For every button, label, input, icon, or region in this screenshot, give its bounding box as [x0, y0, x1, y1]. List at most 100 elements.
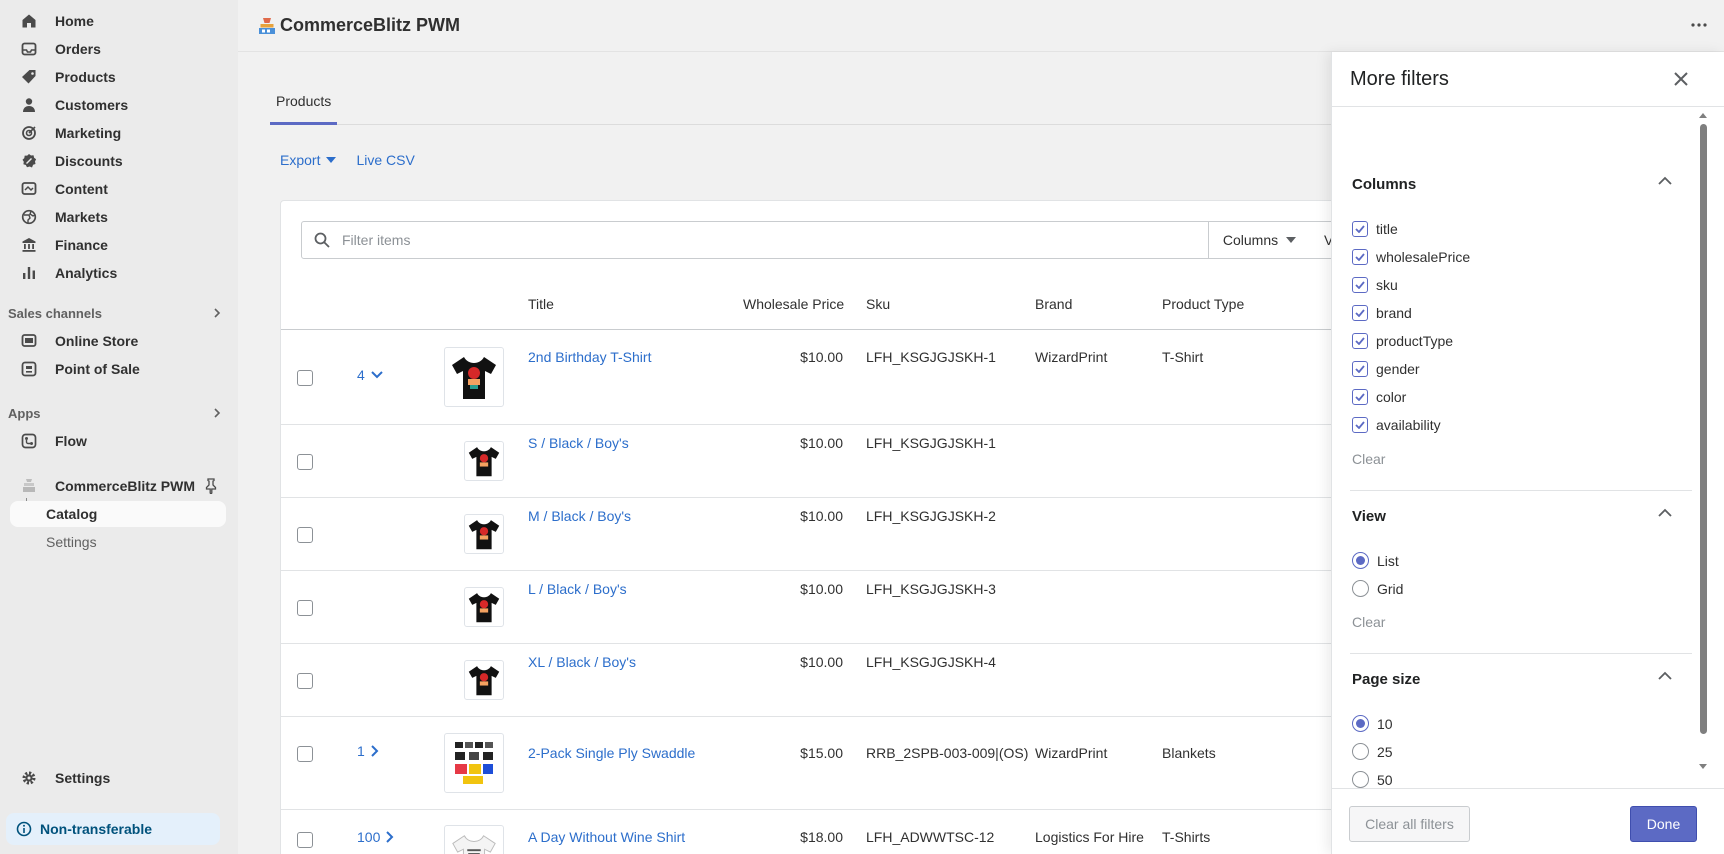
- variant-title-link[interactable]: L / Black / Boy's: [528, 581, 627, 597]
- checkbox-checked[interactable]: [1352, 333, 1368, 349]
- sidebar-item-settings[interactable]: Settings: [10, 765, 226, 791]
- checkbox-checked[interactable]: [1352, 389, 1368, 405]
- table-row[interactable]: S / Black / Boy's $10.00 LFH_KSGJGJSKH-1: [281, 425, 1581, 498]
- checkbox-checked[interactable]: [1352, 221, 1368, 237]
- column-option-wholesale-price[interactable]: wholesalePrice: [1352, 249, 1470, 265]
- sidebar-item-products[interactable]: Products: [10, 64, 226, 90]
- table-row[interactable]: 100 A Day Without Wine Shirt $18.00 LFH_…: [281, 810, 1581, 854]
- checkbox-checked[interactable]: [1352, 277, 1368, 293]
- sidebar-item-marketing[interactable]: Marketing: [10, 120, 226, 146]
- clear-all-filters-button[interactable]: Clear all filters: [1349, 806, 1470, 842]
- row-checkbox[interactable]: [297, 832, 313, 848]
- sidebar-item-markets[interactable]: Markets: [10, 204, 226, 230]
- column-header-price[interactable]: Wholesale Price: [743, 296, 845, 312]
- sidebar-item-online-store[interactable]: Online Store: [10, 328, 226, 354]
- sidebar-item-point-of-sale[interactable]: Point of Sale: [10, 356, 226, 382]
- product-title-link[interactable]: 2-Pack Single Ply Swaddle: [528, 745, 696, 761]
- variant-title-link[interactable]: M / Black / Boy's: [528, 508, 632, 524]
- variant-count-toggle[interactable]: 100: [357, 829, 394, 845]
- row-checkbox[interactable]: [297, 370, 313, 386]
- column-header-type[interactable]: Product Type: [1162, 296, 1245, 312]
- column-option-availability[interactable]: availability: [1352, 417, 1441, 433]
- checkbox-checked[interactable]: [1352, 361, 1368, 377]
- product-thumbnail[interactable]: [444, 825, 504, 854]
- chevron-up-icon[interactable]: [1658, 176, 1672, 186]
- row-checkbox[interactable]: [297, 746, 313, 762]
- variant-thumbnail[interactable]: [464, 587, 504, 627]
- row-checkbox[interactable]: [297, 454, 313, 470]
- column-option-color[interactable]: color: [1352, 389, 1406, 405]
- product-thumbnail[interactable]: [444, 733, 504, 793]
- search-input[interactable]: [342, 232, 1202, 248]
- variant-thumbnail[interactable]: [464, 514, 504, 554]
- sidebar-item-home[interactable]: Home: [10, 8, 226, 34]
- radio-selected[interactable]: [1352, 552, 1369, 569]
- radio-selected[interactable]: [1352, 715, 1369, 732]
- variant-title-link[interactable]: XL / Black / Boy's: [528, 654, 636, 670]
- product-title-link[interactable]: A Day Without Wine Shirt: [528, 829, 686, 845]
- column-header-sku[interactable]: Sku: [866, 296, 891, 312]
- row-checkbox[interactable]: [297, 673, 313, 689]
- chevron-up-icon[interactable]: [1658, 508, 1672, 518]
- view-option-grid[interactable]: Grid: [1352, 580, 1403, 597]
- view-clear-link[interactable]: Clear: [1352, 614, 1386, 630]
- radio[interactable]: [1352, 743, 1369, 760]
- variant-count-toggle[interactable]: 1: [357, 743, 379, 759]
- panel-scrollbar[interactable]: [1696, 108, 1710, 774]
- sales-channels-header[interactable]: Sales channels: [8, 302, 226, 324]
- scrollbar-thumb[interactable]: [1700, 124, 1707, 734]
- sidebar-item-analytics[interactable]: Analytics: [10, 260, 226, 286]
- view-group-title[interactable]: View: [1352, 508, 1386, 525]
- variant-thumbnail[interactable]: [464, 660, 504, 700]
- pin-icon[interactable]: [204, 478, 218, 494]
- column-header-brand[interactable]: Brand: [1035, 296, 1073, 312]
- checkbox-checked[interactable]: [1352, 305, 1368, 321]
- table-row[interactable]: M / Black / Boy's $10.00 LFH_KSGJGJSKH-2: [281, 498, 1581, 571]
- table-row[interactable]: 4 2nd Birthday T-Shirt $10.00 LFH_KSGJGJ…: [281, 330, 1581, 425]
- column-header-title[interactable]: Title: [528, 296, 554, 312]
- radio[interactable]: [1352, 771, 1369, 788]
- table-row[interactable]: L / Black / Boy's $10.00 LFH_KSGJGJSKH-3: [281, 571, 1581, 644]
- product-thumbnail[interactable]: [444, 347, 504, 407]
- sidebar-item-content[interactable]: Content: [10, 176, 226, 202]
- view-option-list[interactable]: List: [1352, 552, 1399, 569]
- columns-clear-link[interactable]: Clear: [1352, 451, 1386, 467]
- sidebar-item-orders[interactable]: Orders: [10, 36, 226, 62]
- page-size-option-25[interactable]: 25: [1352, 743, 1393, 760]
- sidebar-item-finance[interactable]: Finance: [10, 232, 226, 258]
- radio[interactable]: [1352, 580, 1369, 597]
- sidebar-item-customers[interactable]: Customers: [10, 92, 226, 118]
- variant-title-link[interactable]: S / Black / Boy's: [528, 435, 629, 451]
- checkbox-checked[interactable]: [1352, 249, 1368, 265]
- more-actions-icon[interactable]: [1690, 16, 1708, 34]
- product-title-link[interactable]: 2nd Birthday T-Shirt: [528, 349, 652, 365]
- table-row[interactable]: XL / Black / Boy's $10.00 LFH_KSGJGJSKH-…: [281, 644, 1581, 717]
- page-size-group-title[interactable]: Page size: [1352, 671, 1421, 688]
- column-option-title[interactable]: title: [1352, 221, 1398, 237]
- sidebar-item-flow[interactable]: Flow: [10, 428, 226, 454]
- page-size-option-10[interactable]: 10: [1352, 715, 1393, 732]
- row-checkbox[interactable]: [297, 600, 313, 616]
- column-option-brand[interactable]: brand: [1352, 305, 1412, 321]
- column-option-gender[interactable]: gender: [1352, 361, 1420, 377]
- checkbox-checked[interactable]: [1352, 417, 1368, 433]
- variant-count-toggle[interactable]: 4: [357, 367, 383, 383]
- close-icon[interactable]: [1670, 68, 1692, 90]
- columns-group-title[interactable]: Columns: [1352, 176, 1417, 193]
- columns-button[interactable]: Columns: [1208, 221, 1311, 259]
- tab-products[interactable]: Products: [270, 80, 338, 125]
- sidebar-item-app[interactable]: CommerceBlitz PWM: [10, 473, 226, 499]
- apps-header[interactable]: Apps: [8, 402, 226, 424]
- column-option-product-type[interactable]: productType: [1352, 333, 1453, 349]
- page-size-option-50[interactable]: 50: [1352, 771, 1393, 788]
- live-csv-link[interactable]: Live CSV: [356, 152, 415, 168]
- table-row[interactable]: 1 2-Pack Single Ply Swaddle $15.00 RRB_2…: [281, 717, 1581, 810]
- export-button[interactable]: Export: [280, 152, 337, 168]
- row-checkbox[interactable]: [297, 527, 313, 543]
- chevron-up-icon[interactable]: [1658, 671, 1672, 681]
- sidebar-item-app-settings[interactable]: Settings: [10, 529, 226, 555]
- sidebar-item-catalog[interactable]: Catalog: [10, 501, 226, 527]
- sidebar-item-discounts[interactable]: Discounts: [10, 148, 226, 174]
- non-transferable-badge[interactable]: Non-transferable: [6, 813, 220, 845]
- column-option-sku[interactable]: sku: [1352, 277, 1398, 293]
